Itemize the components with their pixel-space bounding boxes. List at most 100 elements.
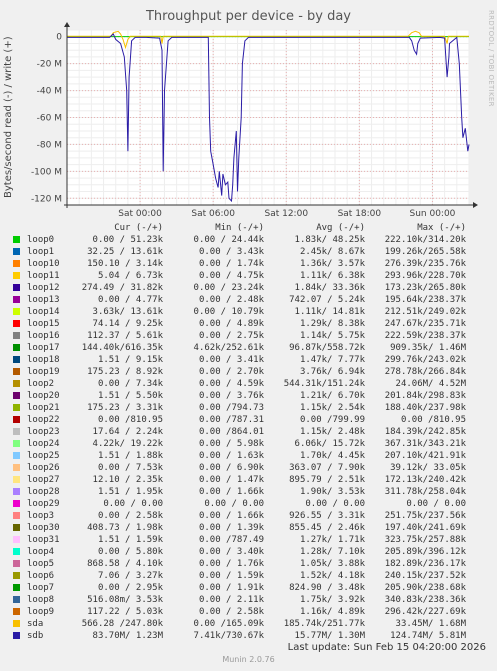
legend-swatch <box>13 260 20 267</box>
legend-max: 172.13k/240.42k <box>384 475 466 485</box>
legend-device-name: loop24 <box>27 439 60 449</box>
legend-device-name: loop23 <box>27 427 60 437</box>
legend-avg: 1.16k/ 4.89k <box>299 607 365 617</box>
legend-avg: 1.27k/ 1.71k <box>299 535 365 545</box>
legend-avg: 1.11k/ 14.81k <box>294 307 365 317</box>
legend-min: 0.00 / 1.76k <box>198 559 264 569</box>
y-tick-label: -20 M <box>37 60 62 70</box>
legend-device-name: loop15 <box>27 319 60 329</box>
legend-max: 909.35k/ 1.46M <box>390 343 466 353</box>
legend-avg: 742.07 / 5.24k <box>289 295 365 305</box>
legend-swatch <box>13 488 20 495</box>
legend-max: 276.39k/235.76k <box>384 259 466 269</box>
legend-header-max: Max (-/+) <box>417 223 466 233</box>
legend-cur: 0.00 /810.95 <box>97 415 163 425</box>
legend-row: loop30 408.73 / 1.98k 0.00 / 1.39k 855.45 /… <box>12 522 492 534</box>
legend-swatch <box>13 464 20 471</box>
legend-row: loop16 112.37 / 5.61k 0.00 / 2.75k 1.14k/ 5… <box>12 330 492 342</box>
legend-cur: 868.58 / 4.10k <box>87 559 163 569</box>
legend-min: 0.00 / 4.89k <box>198 319 264 329</box>
munin-version: Munin 2.0.76 <box>222 655 275 664</box>
legend-row: loop13 0.00 / 4.77k 0.00 / 2.48k 742.07 / 5… <box>12 294 492 306</box>
legend-min: 0.00 / 2.58k <box>198 607 264 617</box>
legend-avg: 1.15k/ 2.54k <box>299 403 365 413</box>
legend-avg: 185.74k/251.77k <box>283 619 365 629</box>
legend-header-cur: Cur (-/+) <box>114 223 163 233</box>
legend-device-name: loop1 <box>27 247 55 257</box>
legend-row: loop10 150.10 / 3.14k 0.00 / 1.74k 1.36k/ 3… <box>12 258 492 270</box>
legend-swatch <box>13 560 20 567</box>
legend-row: loop6 7.06 / 3.27k 0.00 / 1.59k 1.52k/ 4.18… <box>12 570 492 582</box>
legend-row: loop15 74.14 / 9.25k 0.00 / 4.89k 1.29k/ 8.… <box>12 318 492 330</box>
legend-min: 0.00 / 24.44k <box>193 235 264 245</box>
legend-max: 173.23k/265.80k <box>384 283 466 293</box>
legend-avg: 544.31k/151.24k <box>283 379 365 389</box>
legend-cur: 0.00 / 51.23k <box>92 235 163 245</box>
legend-min: 0.00 / 4.59k <box>198 379 264 389</box>
legend-min: 0.00 / 1.39k <box>198 523 264 533</box>
legend-cur: 17.64 / 2.24k <box>92 427 163 437</box>
legend-cur: 0.00 / 0.00 <box>103 499 163 509</box>
legend-swatch <box>13 500 20 507</box>
legend-max: 39.12k/ 33.05k <box>390 463 466 473</box>
legend-min: 0.00 / 3.40k <box>198 547 264 557</box>
legend-swatch <box>13 440 20 447</box>
legend-avg: 96.87k/558.72k <box>289 343 365 353</box>
legend-avg: 1.90k/ 3.53k <box>299 487 365 497</box>
legend-max: 182.89k/236.17k <box>384 559 466 569</box>
legend-max: 24.06M/ 4.52M <box>395 379 466 389</box>
legend-max: 278.78k/266.84k <box>384 367 466 377</box>
legend-row: loop22 0.00 /810.95 0.00 /787.31 0.00 /799.… <box>12 414 492 426</box>
legend-cur: 408.73 / 1.98k <box>87 523 163 533</box>
legend-cur: 175.23 / 8.92k <box>87 367 163 377</box>
legend-max: 340.83k/238.36k <box>384 595 466 605</box>
legend-avg: 1.83k/ 48.25k <box>294 235 365 245</box>
legend-row: loop19 175.23 / 8.92k 0.00 / 2.70k 3.76k/ 6… <box>12 366 492 378</box>
y-tick-label: -100 M <box>31 167 62 177</box>
legend-swatch <box>13 572 20 579</box>
legend-device-name: loop6 <box>27 571 55 581</box>
axis-ticks: 0 -20 M -40 M -60 M -80 M -100 M -120 M Sat 00:… <box>31 33 456 219</box>
x-tick-label: Sat 12:00 <box>264 209 308 219</box>
legend-avg: 926.55 / 3.31k <box>289 511 365 521</box>
legend-min: 0.00 / 6.90k <box>198 463 264 473</box>
legend-swatch <box>13 272 20 279</box>
legend-swatch <box>13 608 20 615</box>
legend-min: 0.00 /787.31 <box>198 415 264 425</box>
legend-max: 299.76k/243.02k <box>384 355 466 365</box>
legend-device-name: loop17 <box>27 343 60 353</box>
legend-swatch <box>13 452 20 459</box>
y-tick-label: -60 M <box>37 114 62 124</box>
legend-min: 0.00 / 10.79k <box>193 307 264 317</box>
legend-swatch <box>13 308 20 315</box>
legend-max: 124.74M/ 5.81M <box>390 631 466 641</box>
legend-row: loop18 1.51 / 9.15k 0.00 / 3.41k 1.47k/ 7.7… <box>12 354 492 366</box>
legend-cur: 117.22 / 5.03k <box>87 607 163 617</box>
legend-min: 0.00 / 3.41k <box>198 355 264 365</box>
legend-avg: 1.05k/ 3.88k <box>299 559 365 569</box>
legend-device-name: loop27 <box>27 475 60 485</box>
legend-min: 0.00 / 1.74k <box>198 259 264 269</box>
legend-device-name: loop3 <box>27 511 55 521</box>
legend-device-name: sda <box>27 619 44 629</box>
x-tick-label: Sat 06:00 <box>191 209 235 219</box>
legend-swatch <box>13 380 20 387</box>
legend-cur: 1.51 / 1.88k <box>97 451 163 461</box>
legend-min: 0.00 /864.01 <box>198 427 264 437</box>
legend-max: 251.75k/237.56k <box>384 511 466 521</box>
legend-cur: 566.28 /247.80k <box>81 619 163 629</box>
legend-row: loop0 0.00 / 51.23k 0.00 / 24.44k 1.83k/ 48… <box>12 234 492 246</box>
legend-min: 0.00 / 3.43k <box>198 247 264 257</box>
legend-device-name: loop29 <box>27 499 60 509</box>
legend-device-name: loop28 <box>27 487 60 497</box>
legend-row: loop12 274.49 / 31.82k 0.00 / 23.24k 1.84k/… <box>12 282 492 294</box>
legend-cur: 74.14 / 9.25k <box>92 319 163 329</box>
legend-row: loop25 1.51 / 1.88k 0.00 / 1.63k 1.70k/ 4.4… <box>12 450 492 462</box>
legend-cur: 0.00 / 2.95k <box>97 583 163 593</box>
legend-avg: 1.28k/ 7.10k <box>299 547 365 557</box>
legend-min: 0.00 / 3.76k <box>198 391 264 401</box>
legend-max: 195.64k/238.37k <box>384 295 466 305</box>
legend-device-name: loop22 <box>27 415 60 425</box>
legend-cur: 1.51 / 9.15k <box>97 355 163 365</box>
legend-row: loop11 5.04 / 6.73k 0.00 / 4.75k 1.11k/ 6.3… <box>12 270 492 282</box>
